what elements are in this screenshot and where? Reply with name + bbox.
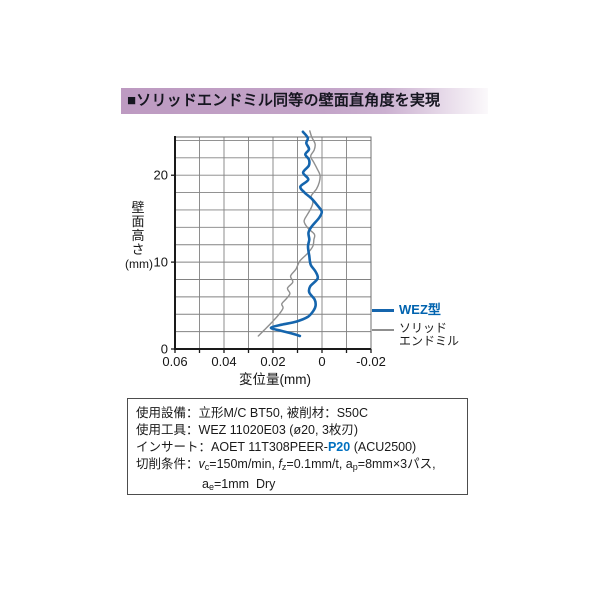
svg-text:壁: 壁 bbox=[131, 200, 144, 215]
legend-label-wez: WEZ型 bbox=[399, 302, 441, 317]
x-axis-title: 変位量(mm) bbox=[239, 371, 311, 387]
spec-segment: v bbox=[198, 457, 205, 471]
svg-text:20: 20 bbox=[154, 168, 168, 183]
legend-label-solid-line1: ソリッド bbox=[399, 321, 448, 335]
spec-line: 切削条件：vc=150m/min, fz=0.1mm/t, ap=8mm×3パス… bbox=[136, 456, 459, 476]
svg-text:さ: さ bbox=[131, 242, 144, 257]
x-tick-labels: 0.06 0.04 0.02 0 -0.02 bbox=[162, 354, 385, 369]
spec-segment: =0.1mm/t, a bbox=[286, 457, 353, 471]
axes bbox=[171, 136, 372, 353]
section-title: ■ソリッドエンドミル同等の壁面直角度を実現 bbox=[127, 92, 441, 109]
y-tick-labels: 0 10 20 bbox=[154, 168, 168, 357]
wez-series-line bbox=[269, 130, 324, 338]
spec-segment: z bbox=[281, 462, 287, 472]
svg-text:0.04: 0.04 bbox=[211, 354, 236, 369]
spec-segment: p bbox=[352, 462, 358, 472]
spec-segment: =150m/min, bbox=[209, 457, 279, 471]
svg-text:0.06: 0.06 bbox=[162, 354, 187, 369]
spec-segment: =8mm×3パス, bbox=[357, 457, 436, 471]
spec-line: インサート：AOET 11T308PEER-P20 (ACU2500) bbox=[136, 439, 459, 456]
spec-segment: P20 bbox=[327, 440, 351, 454]
spec-segment: AOET 11T308PEER- bbox=[211, 440, 328, 454]
spec-line-label: 使用設備： bbox=[136, 406, 199, 420]
svg-text:高: 高 bbox=[131, 228, 144, 243]
spec-line: 使用工具：WEZ 11020E03 (ø20, 3枚刃) bbox=[136, 422, 459, 439]
cutting-conditions-box: 使用設備：立形M/C BT50, 被削材：S50C 使用工具：WEZ 11020E… bbox=[127, 398, 468, 495]
grid-lines bbox=[175, 137, 371, 349]
spec-segment: f bbox=[278, 457, 282, 471]
svg-text:10: 10 bbox=[154, 255, 168, 270]
svg-text:-0.02: -0.02 bbox=[356, 354, 386, 369]
section-header: ■ソリッドエンドミル同等の壁面直角度を実現 bbox=[121, 88, 488, 114]
spec-line-label: インサート： bbox=[136, 440, 212, 454]
spec-line: ae=1mm Dry bbox=[136, 476, 459, 496]
legend-label-solid-line2: エンドミル bbox=[399, 334, 460, 348]
svg-text:(mm): (mm) bbox=[125, 257, 153, 271]
wez-line-swatch bbox=[372, 309, 394, 312]
spec-segment: e bbox=[208, 482, 214, 492]
solid-endmill-series-line bbox=[257, 130, 321, 337]
svg-text:0.02: 0.02 bbox=[260, 354, 285, 369]
spec-segment: (ACU2500) bbox=[350, 440, 417, 454]
spec-line-label: 切削条件： bbox=[136, 457, 199, 471]
chart-legend: WEZ型 ソリッド エンドミル bbox=[372, 301, 482, 348]
spec-line-label: 使用工具： bbox=[136, 423, 199, 437]
legend-item-wez: WEZ型 bbox=[372, 301, 482, 319]
legend-label-solid-endmill: ソリッド エンドミル bbox=[399, 322, 459, 348]
spec-segment: c bbox=[204, 462, 210, 472]
spec-segment: =1mm Dry bbox=[213, 477, 276, 491]
svg-text:0: 0 bbox=[161, 342, 168, 357]
spec-segment: a bbox=[202, 477, 209, 491]
svg-text:面: 面 bbox=[131, 214, 144, 229]
spec-line: 使用設備：立形M/C BT50, 被削材：S50C bbox=[136, 405, 459, 422]
solid-endmill-line-swatch bbox=[372, 329, 394, 331]
spec-segment: WEZ 11020E03 (ø20, 3枚刃) bbox=[198, 423, 359, 437]
svg-text:0: 0 bbox=[318, 354, 325, 369]
legend-item-solid-endmill: ソリッド エンドミル bbox=[372, 322, 482, 348]
spec-segment: 立形M/C BT50, 被削材：S50C bbox=[198, 406, 368, 420]
